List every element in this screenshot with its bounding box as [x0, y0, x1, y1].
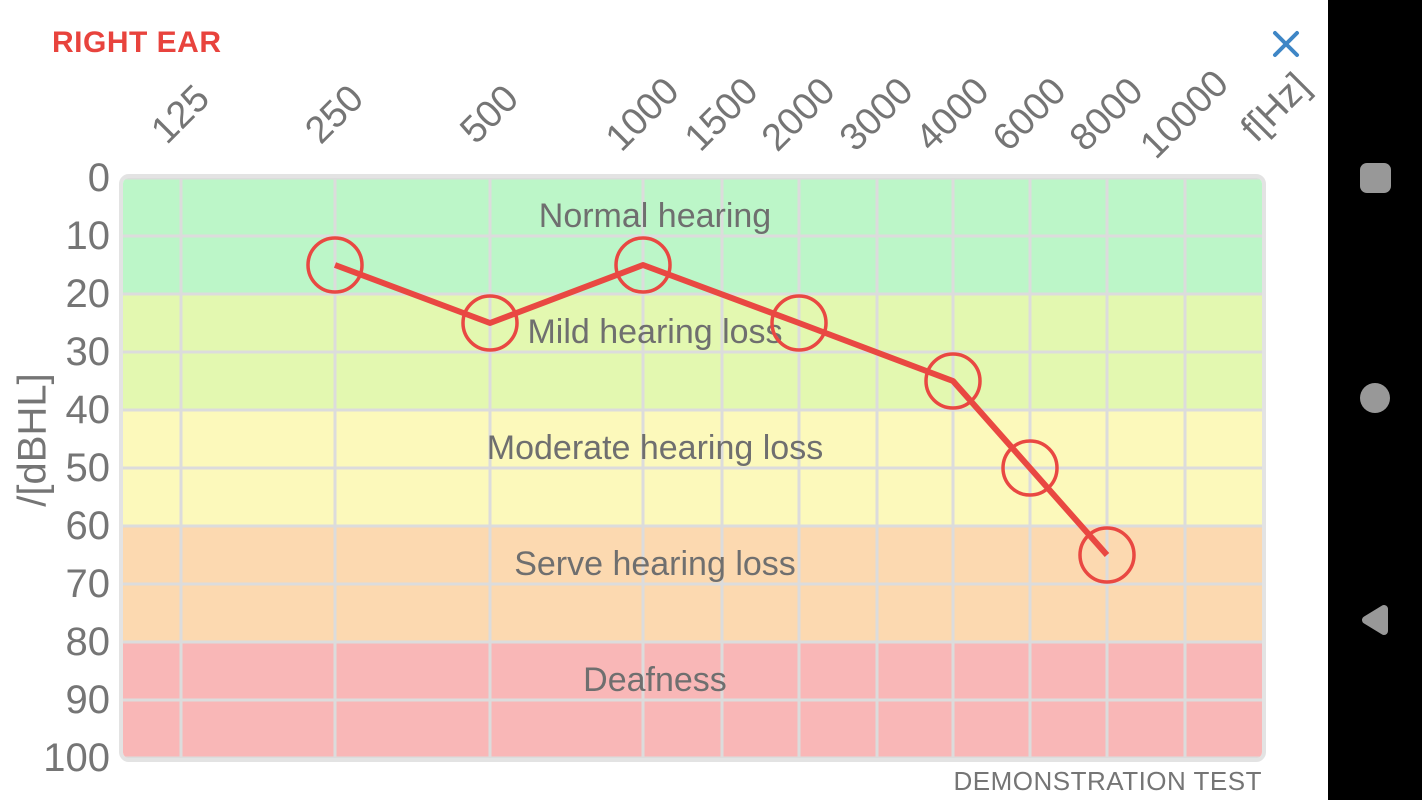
x-axis-unit-label: f[Hz] [1233, 65, 1319, 151]
y-tick-label-0: 0 [87, 156, 110, 200]
page-title: RIGHT EAR [52, 26, 222, 59]
y-tick-label-70: 70 [65, 562, 111, 606]
x-tick-label-3000: 3000 [831, 69, 922, 160]
recents-button[interactable] [1351, 154, 1399, 202]
x-tick-label-1000: 1000 [597, 69, 688, 160]
data-point-250hz [306, 236, 364, 294]
x-tick-label-10000: 10000 [1132, 62, 1237, 167]
band-label-moderate-hearing-loss: Moderate hearing loss [487, 429, 823, 467]
band-label-normal-hearing: Normal hearing [539, 197, 771, 235]
back-button[interactable] [1351, 596, 1399, 644]
y-tick-label-10: 10 [65, 214, 111, 258]
x-tick-label-1500: 1500 [676, 69, 767, 160]
x-tick-label-8000: 8000 [1061, 69, 1152, 160]
x-tick-label-6000: 6000 [984, 69, 1075, 160]
band-label-deafness: Deafness [583, 661, 727, 699]
recents-square-icon [1359, 163, 1391, 193]
series-line-right-ear-threshold [333, 262, 1110, 557]
home-circle-icon [1360, 383, 1390, 413]
data-point-500hz [461, 294, 519, 352]
back-triangle-icon [1362, 605, 1388, 635]
x-tick-label-500: 500 [452, 77, 527, 152]
y-tick-label-80: 80 [65, 620, 111, 664]
data-point-4000hz [924, 352, 982, 410]
y-tick-label-90: 90 [65, 678, 111, 722]
plot-area: Normal hearing Mild hearing loss Moderate … [119, 174, 1266, 762]
y-tick-label-20: 20 [65, 272, 111, 316]
data-point-8000hz [1078, 526, 1136, 584]
watermark-label: DEMONSTRATION TEST [953, 766, 1262, 796]
y-tick-label-50: 50 [65, 446, 111, 490]
data-point-2000hz [770, 294, 828, 352]
y-tick-label-40: 40 [65, 388, 111, 432]
close-icon [1273, 31, 1299, 57]
x-tick-label-125: 125 [143, 77, 218, 152]
close-button[interactable] [1266, 24, 1306, 64]
band-label-mild-hearing-loss: Mild hearing loss [527, 313, 782, 351]
x-tick-label-2000: 2000 [753, 69, 844, 160]
data-point-6000hz [1001, 439, 1059, 497]
home-button[interactable] [1351, 374, 1399, 422]
x-tick-label-250: 250 [297, 77, 372, 152]
band-label-serve-hearing-loss: Serve hearing loss [514, 545, 796, 583]
data-point-1000hz [614, 236, 672, 294]
y-tick-label-60: 60 [65, 504, 111, 548]
y-tick-label-100: 100 [43, 736, 110, 780]
x-tick-label-4000: 4000 [907, 69, 998, 160]
android-navigation-bar [1328, 0, 1422, 800]
y-tick-label-30: 30 [65, 330, 111, 374]
